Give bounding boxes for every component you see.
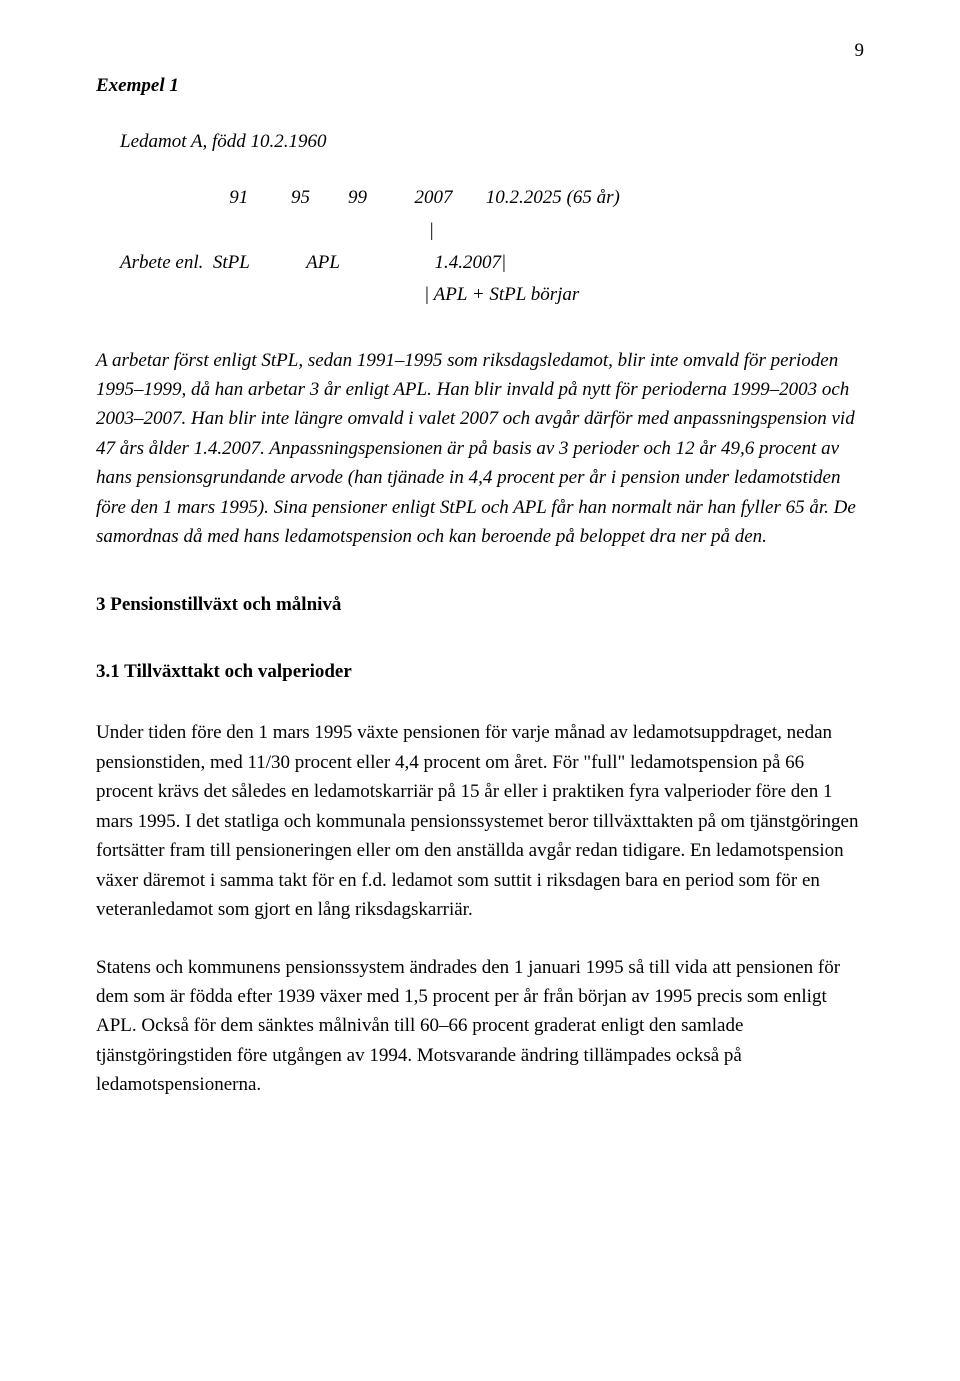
heading-3-1: 3.1 Tillväxttakt och valperioder: [96, 657, 864, 686]
heading-3: 3 Pensionstillväxt och målnivå: [96, 590, 864, 619]
timeline-block: 91 95 99 2007 10.2.2025 (65 år) | Arbete…: [120, 182, 864, 311]
timeline-row-3: Arbete enl. StPL APL 1.4.2007|: [120, 252, 506, 273]
timeline-row-2: |: [120, 220, 434, 241]
timeline-row-1: 91 95 99 2007 10.2.2025 (65 år): [120, 187, 620, 208]
paragraph-1: Under tiden före den 1 mars 1995 växte p…: [96, 718, 864, 924]
page-number: 9: [96, 36, 864, 65]
ledamot-line: Ledamot A, född 10.2.1960: [120, 127, 864, 156]
timeline-row-4: | APL + StPL börjar: [120, 284, 579, 305]
paragraph-2: Statens och kommunens pensionssystem änd…: [96, 953, 864, 1100]
example-label: Exempel 1: [96, 71, 864, 100]
example-description: A arbetar först enligt StPL, sedan 1991–…: [96, 346, 864, 552]
